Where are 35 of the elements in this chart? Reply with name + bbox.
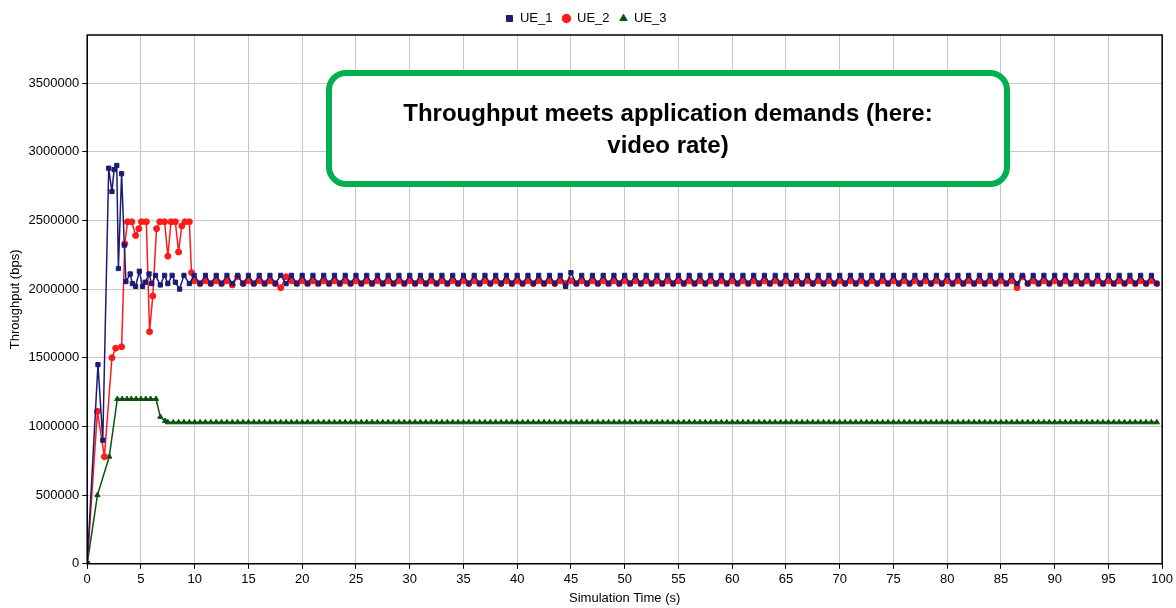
y-tick-label: 3000000 bbox=[28, 143, 80, 159]
y-tick-label: 0 bbox=[71, 555, 80, 571]
x-tick-label: 5 bbox=[137, 571, 145, 587]
x-tick-label: 15 bbox=[241, 571, 256, 587]
x-tick-label: 75 bbox=[886, 571, 901, 587]
x-tick-label: 25 bbox=[348, 571, 364, 587]
x-tick-label: 10 bbox=[187, 571, 202, 587]
x-tick-label: 80 bbox=[939, 571, 955, 587]
y-tick-label: 2500000 bbox=[28, 212, 80, 227]
x-tick-label: 20 bbox=[294, 571, 310, 587]
x-tick-label: 55 bbox=[671, 571, 686, 587]
x-tick-label: 30 bbox=[402, 571, 417, 587]
legend-label: UE_1 bbox=[519, 10, 553, 26]
x-tick-label: 90 bbox=[1047, 571, 1062, 587]
y-axis-title: Throughput (bps) bbox=[7, 249, 23, 350]
x-tick-label: 0 bbox=[83, 571, 91, 587]
y-tick-label: 2000000 bbox=[28, 280, 80, 296]
x-tick-label: 85 bbox=[993, 571, 1009, 587]
x-tick-label: 70 bbox=[832, 571, 847, 587]
y-tick-label: 500000 bbox=[35, 486, 80, 502]
x-tick-label: 50 bbox=[617, 571, 632, 587]
legend-label: UE_3 bbox=[634, 10, 667, 26]
callout-box: Throughput meets application demands (here: video rate) bbox=[326, 70, 1010, 187]
y-tick-label: 1500000 bbox=[28, 349, 80, 365]
x-tick-label: 60 bbox=[724, 571, 740, 587]
y-tick-label: 3500000 bbox=[28, 74, 80, 90]
legend-label: UE_2 bbox=[576, 10, 610, 26]
x-axis-title: Simulation Time (s) bbox=[569, 589, 681, 605]
x-tick-label: 100 bbox=[1151, 571, 1174, 587]
x-tick-label: 95 bbox=[1101, 571, 1116, 587]
x-tick-label: 65 bbox=[778, 571, 794, 587]
x-tick-label: 45 bbox=[563, 571, 579, 587]
x-tick-label: 35 bbox=[456, 571, 471, 587]
y-tick-label: 1000000 bbox=[28, 418, 80, 434]
x-tick-label: 40 bbox=[509, 571, 525, 587]
